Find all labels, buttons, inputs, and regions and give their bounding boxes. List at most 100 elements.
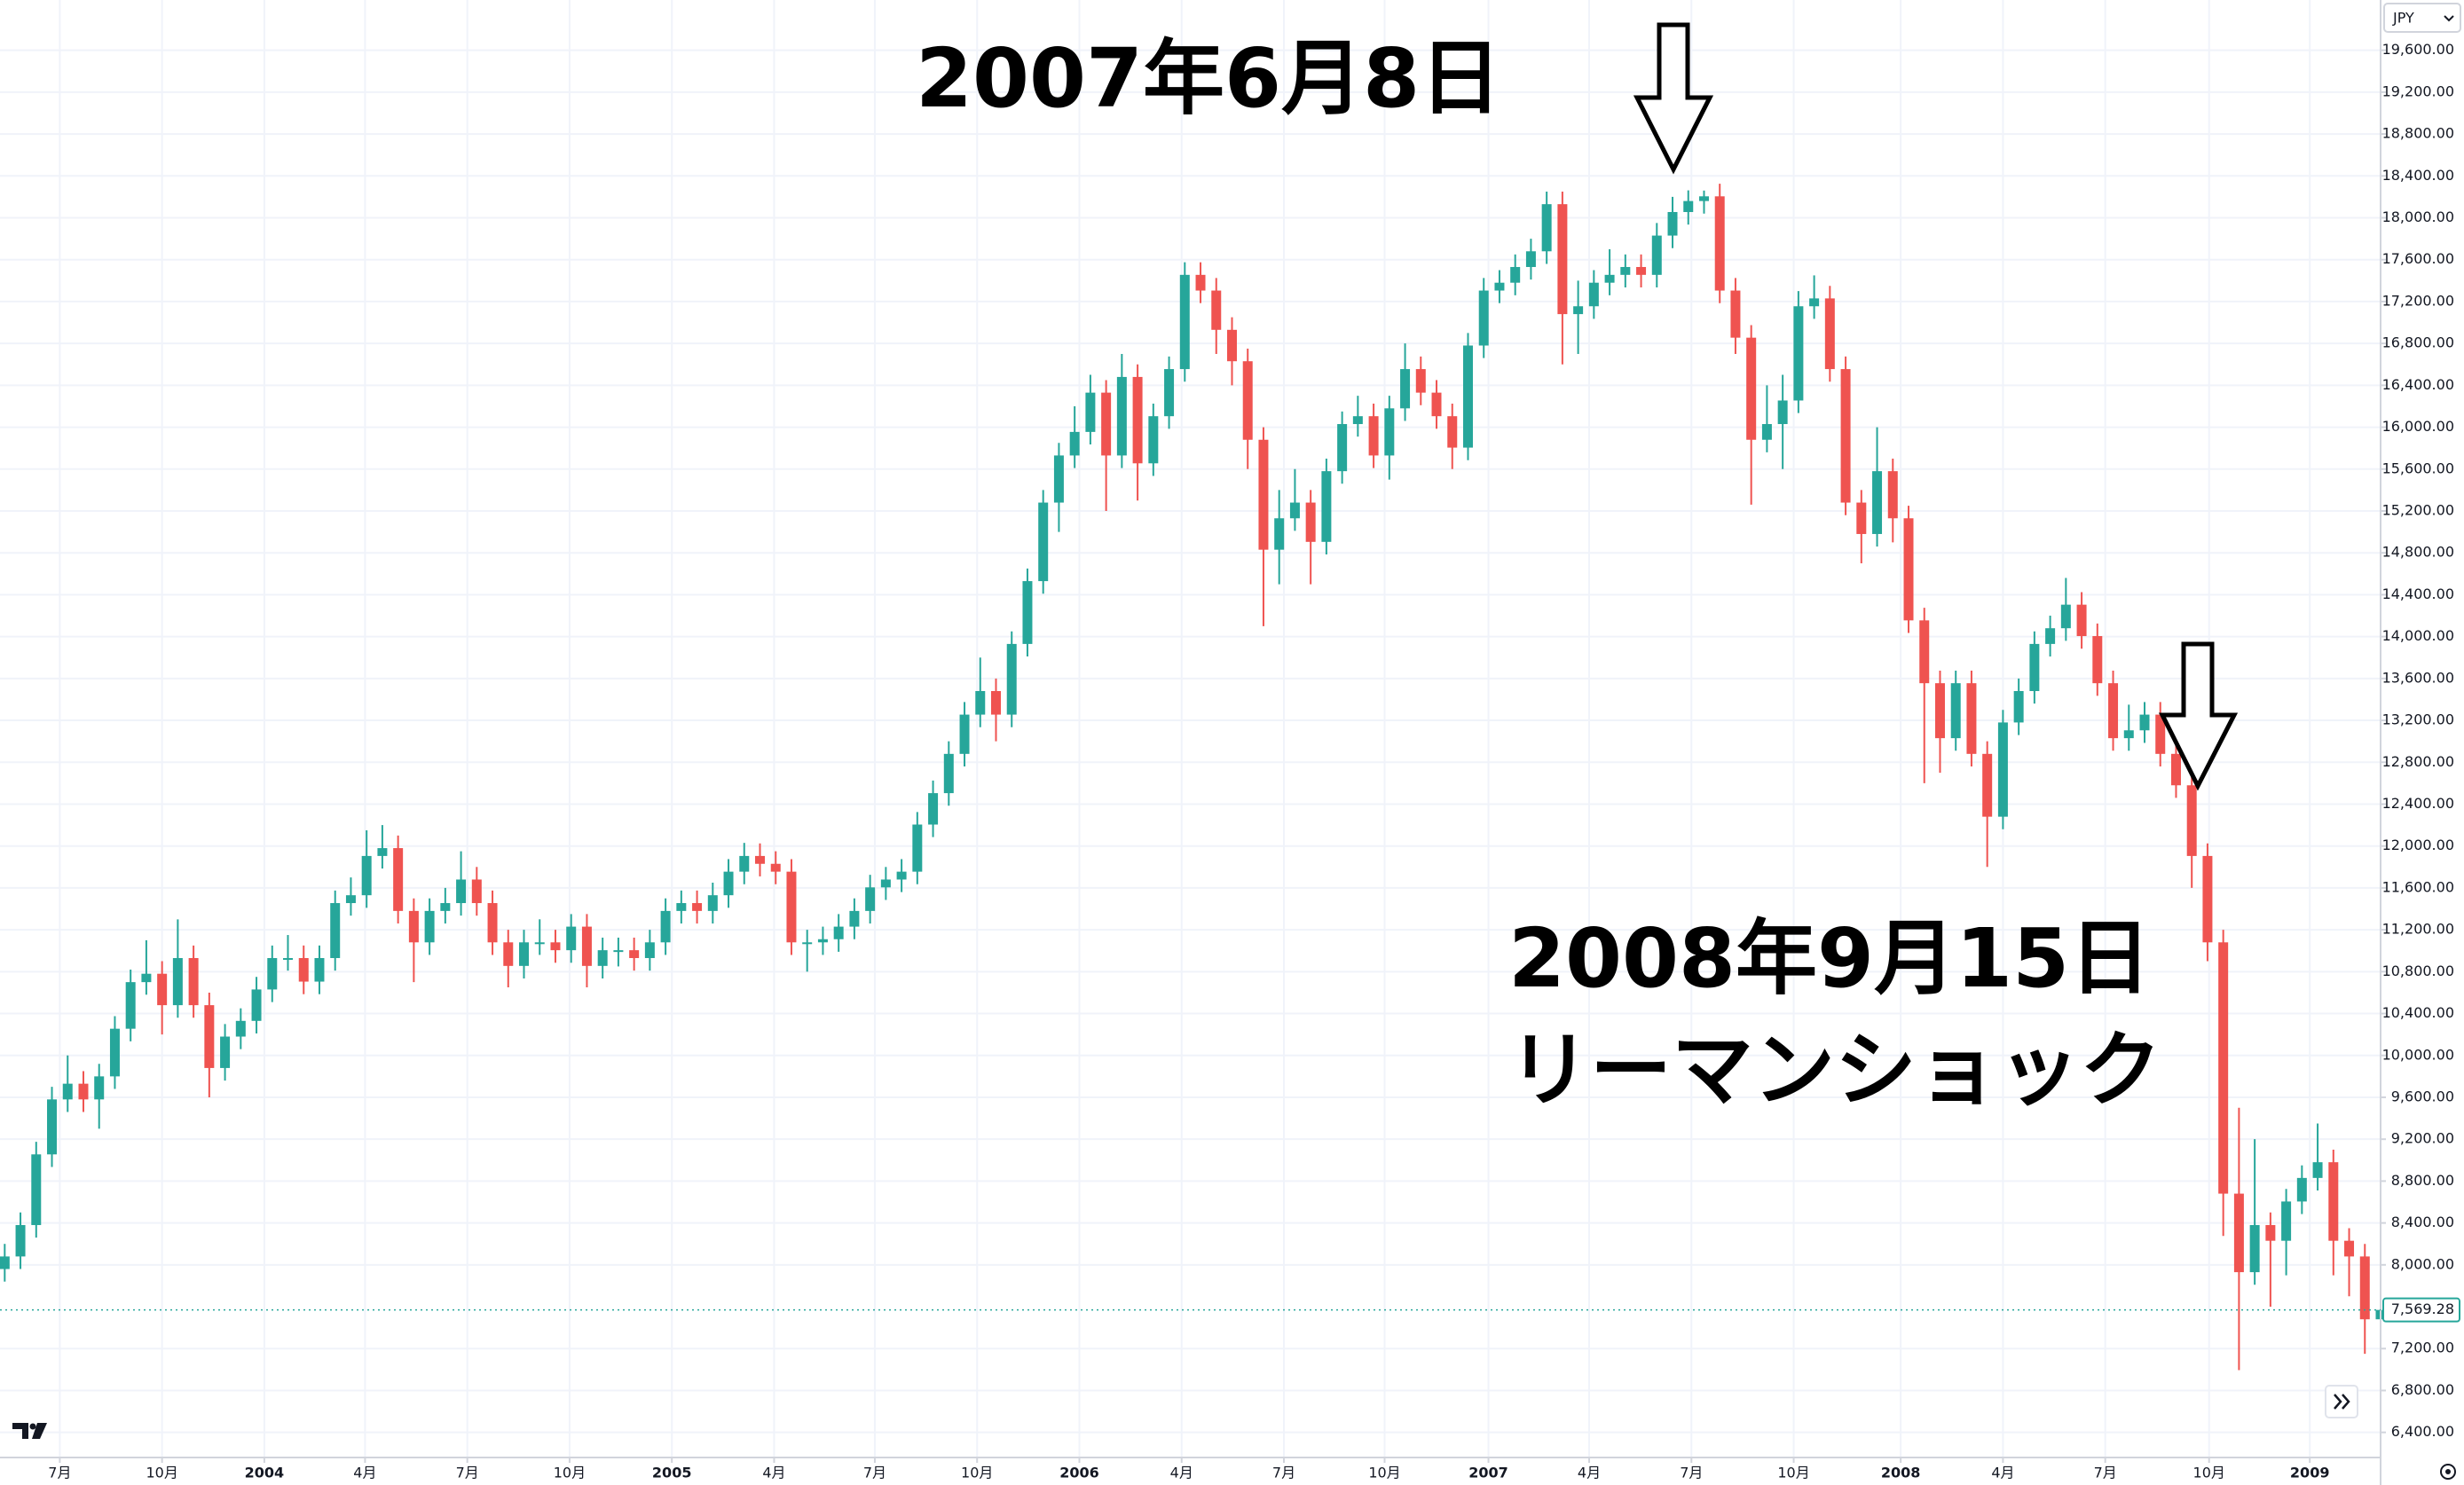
candle-body: [251, 989, 262, 1021]
candle-body: [534, 942, 545, 945]
candle-body: [345, 895, 356, 904]
y-tick-label: 16,000.00: [2382, 418, 2454, 435]
candle-body: [629, 950, 640, 958]
candle-body: [1242, 361, 1253, 440]
annotation: リーマンショック: [1508, 1023, 2161, 1118]
candle-body: [1289, 502, 1300, 519]
candle-body: [692, 903, 703, 911]
currency-box[interactable]: [2383, 3, 2461, 33]
candle-body: [660, 910, 671, 943]
x-tick-label: 2006: [1059, 1465, 1099, 1481]
logo-part: [32, 1423, 47, 1439]
settings-dot: [2445, 1469, 2451, 1474]
settings-icon[interactable]: [2440, 1464, 2456, 1480]
candle-body: [298, 957, 309, 982]
candle-body: [2202, 855, 2213, 943]
y-tick-label: 9,600.00: [2391, 1088, 2454, 1104]
y-tick-label: 9,200.00: [2391, 1130, 2454, 1147]
candle-body: [1132, 376, 1143, 464]
x-tick-label: 10月: [554, 1465, 586, 1481]
y-tick-label: 6,400.00: [2391, 1423, 2454, 1440]
x-tick-label: 2005: [652, 1465, 692, 1481]
candle-body: [314, 957, 325, 982]
y-tick-label: 12,800.00: [2382, 753, 2454, 770]
candle-body: [1006, 643, 1017, 715]
candle-body: [1211, 290, 1222, 330]
settings-ring[interactable]: [2440, 1464, 2456, 1480]
x-tick-label: 10月: [146, 1465, 177, 1481]
candle-body: [1557, 204, 1568, 315]
candle-body: [2218, 942, 2229, 1194]
logo-part: [12, 1423, 28, 1439]
candle-body: [1667, 212, 1678, 236]
candle-body: [613, 950, 624, 953]
currency-label[interactable]: JPY: [2392, 10, 2414, 27]
candle-body: [2045, 628, 2056, 644]
candle-body: [157, 973, 168, 1006]
y-tick-label: 10,400.00: [2382, 1004, 2454, 1021]
scroll-button[interactable]: [2325, 1385, 2358, 1418]
candle-body: [125, 982, 136, 1029]
candle-body: [1494, 282, 1505, 291]
candle-body: [770, 863, 781, 872]
candle-body: [2060, 604, 2071, 629]
candle-body: [283, 957, 294, 960]
candle-body: [2233, 1193, 2244, 1273]
candle-body: [1400, 369, 1411, 409]
candle-body: [2092, 636, 2103, 684]
y-tick-label: 15,600.00: [2382, 460, 2454, 476]
candle-body: [172, 957, 183, 1006]
candle-body: [424, 910, 435, 943]
candle-body: [1022, 581, 1033, 644]
candle-body: [1337, 424, 1348, 472]
candle-body: [220, 1036, 231, 1068]
candle-body: [959, 714, 970, 754]
candle-body: [2312, 1162, 2323, 1178]
candle-body: [31, 1154, 42, 1225]
candle-body: [975, 691, 986, 715]
candle-body: [503, 942, 514, 966]
candle-body: [141, 973, 152, 983]
candle-body: [817, 939, 828, 943]
candle-body: [786, 871, 797, 943]
x-tick-label: 4月: [1578, 1465, 1601, 1481]
candle-body: [1919, 620, 1930, 684]
y-tick-label: 8,000.00: [2391, 1255, 2454, 1272]
candle-body: [644, 942, 655, 958]
y-tick-label: 19,600.00: [2382, 41, 2454, 58]
candle-body: [204, 1005, 215, 1068]
currency-button[interactable]: JPY: [2383, 3, 2461, 33]
candle-body: [2076, 604, 2087, 637]
candle-body: [440, 903, 451, 911]
x-tick-label: 4月: [353, 1465, 376, 1481]
candle-body: [519, 942, 530, 966]
y-tick-label: 17,600.00: [2382, 250, 2454, 267]
candle-body: [928, 793, 939, 825]
logo-part: [29, 1423, 36, 1430]
candle-body: [109, 1028, 120, 1077]
chevron-icon: [2444, 15, 2454, 22]
candle-body: [1887, 471, 1898, 519]
candle-body: [1903, 518, 1914, 621]
candle-body: [1415, 369, 1426, 393]
candle-body: [597, 950, 608, 966]
candle-body: [802, 942, 813, 945]
candle-body: [62, 1083, 73, 1100]
candle-body: [1950, 683, 1961, 739]
candle-body: [330, 903, 341, 958]
candle-body: [1258, 439, 1269, 550]
candle-body: [1809, 298, 1820, 307]
y-tick-label: 11,600.00: [2382, 878, 2454, 895]
y-tick-label: 18,800.00: [2382, 125, 2454, 142]
candle-body: [880, 879, 891, 888]
y-tick-label: 12,000.00: [2382, 837, 2454, 853]
candle-body: [912, 824, 923, 872]
candle-body: [1840, 369, 1851, 503]
candle-body: [1824, 298, 1835, 370]
candle-body: [94, 1076, 105, 1100]
candle-body: [1478, 290, 1489, 346]
candle-body: [581, 926, 592, 966]
y-tick-label: 16,400.00: [2382, 376, 2454, 393]
candle-body: [1761, 424, 1772, 440]
